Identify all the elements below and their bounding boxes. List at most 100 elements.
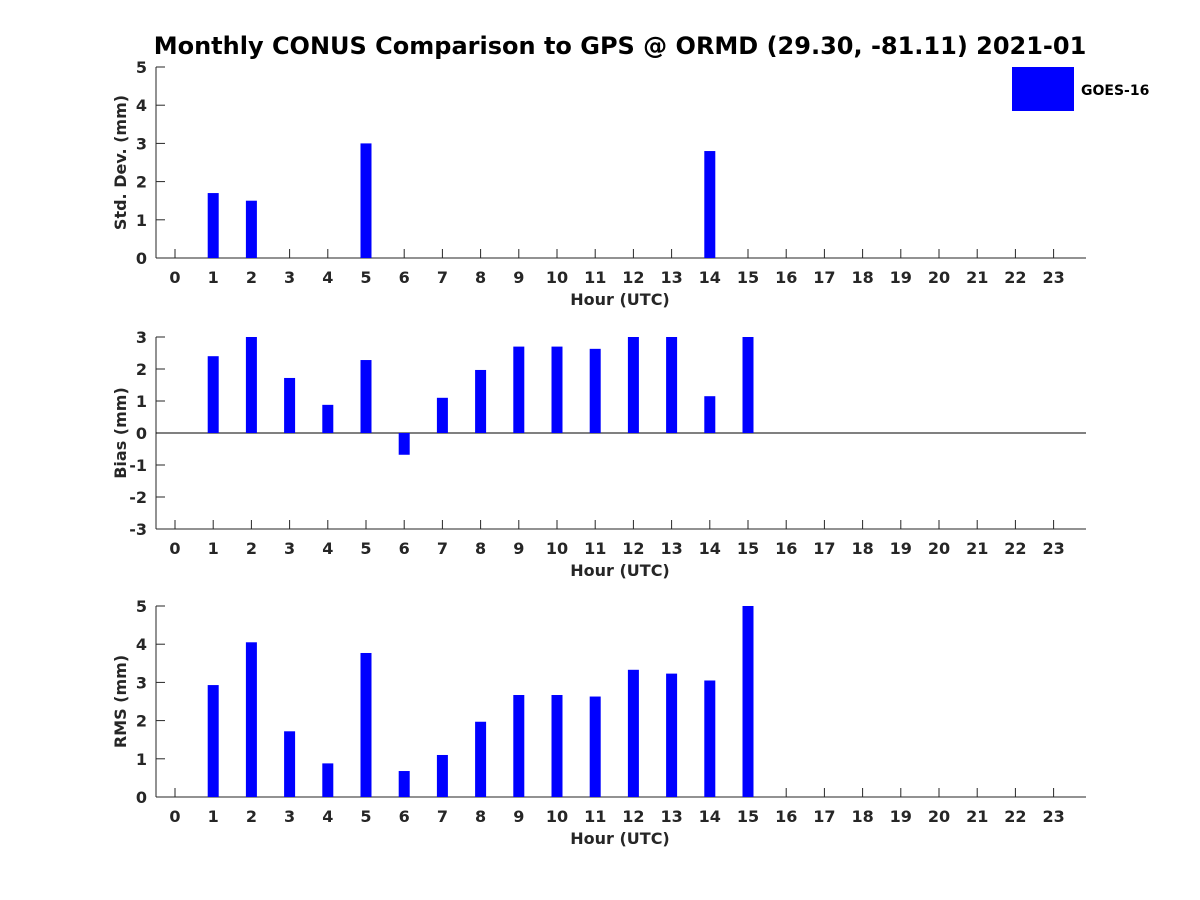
y-tick-label: -3 <box>129 520 147 539</box>
x-tick-label: 22 <box>1004 268 1026 287</box>
y-axis-label: Std. Dev. (mm) <box>111 95 130 230</box>
x-tick-label: 10 <box>546 807 568 826</box>
x-tick-label: 14 <box>699 539 721 558</box>
x-tick-label: 5 <box>360 268 371 287</box>
x-tick-label: 4 <box>322 268 333 287</box>
bar-rms-hour-8 <box>475 721 487 797</box>
x-tick-label: 18 <box>851 539 873 558</box>
y-tick-label: 3 <box>136 673 147 692</box>
bar-stddev-hour-2 <box>245 200 257 258</box>
x-tick-label: 12 <box>622 268 644 287</box>
y-tick-label: 3 <box>136 328 147 347</box>
x-tick-label: 23 <box>1042 268 1064 287</box>
legend-label: GOES-16 <box>1081 83 1149 99</box>
bar-rms-hour-4 <box>322 763 334 797</box>
legend: GOES-16 <box>1012 67 1149 111</box>
bar-stddev-hour-1 <box>207 193 219 258</box>
x-tick-label: 4 <box>322 807 333 826</box>
x-tick-label: 10 <box>546 539 568 558</box>
x-tick-label: 19 <box>890 539 912 558</box>
x-tick-label: 9 <box>513 268 524 287</box>
x-tick-label: 0 <box>169 807 180 826</box>
x-tick-label: 20 <box>928 539 950 558</box>
x-tick-label: 17 <box>813 807 835 826</box>
x-tick-label: 23 <box>1042 807 1064 826</box>
y-tick-label: 2 <box>136 173 147 192</box>
bar-rms-hour-2 <box>245 642 257 797</box>
bar-rms-hour-5 <box>360 652 372 797</box>
y-tick-label: 0 <box>136 424 147 443</box>
x-tick-label: 7 <box>437 807 448 826</box>
bar-bias-hour-9 <box>513 346 525 433</box>
bar-bias-hour-1 <box>207 356 219 433</box>
x-tick-label: 16 <box>775 268 797 287</box>
x-tick-label: 21 <box>966 268 988 287</box>
x-tick-label: 21 <box>966 807 988 826</box>
y-tick-label: -1 <box>129 456 147 475</box>
bar-bias-hour-15 <box>742 337 754 433</box>
bar-bias-hour-13 <box>666 337 678 433</box>
x-tick-label: 0 <box>169 539 180 558</box>
legend-swatch <box>1012 67 1074 111</box>
bar-stddev-hour-14 <box>704 151 716 258</box>
x-tick-label: 1 <box>208 268 219 287</box>
bar-rms-hour-3 <box>284 731 296 797</box>
bar-bias-hour-7 <box>436 397 448 433</box>
x-tick-label: 7 <box>437 268 448 287</box>
x-tick-label: 15 <box>737 539 759 558</box>
bar-bias-hour-12 <box>627 337 639 433</box>
y-tick-label: 4 <box>136 635 147 654</box>
y-tick-label: 1 <box>136 750 147 769</box>
y-tick-label: 2 <box>136 712 147 731</box>
x-tick-label: 11 <box>584 539 606 558</box>
x-tick-label: 14 <box>699 268 721 287</box>
bar-rms-hour-7 <box>436 754 448 797</box>
x-tick-label: 2 <box>246 807 257 826</box>
x-tick-label: 13 <box>660 268 682 287</box>
x-tick-label: 1 <box>208 539 219 558</box>
x-tick-label: 17 <box>813 539 835 558</box>
x-tick-label: 3 <box>284 268 295 287</box>
x-tick-label: 9 <box>513 539 524 558</box>
y-tick-label: 0 <box>136 249 147 268</box>
y-tick-label: 3 <box>136 134 147 153</box>
x-tick-label: 16 <box>775 807 797 826</box>
x-tick-label: 10 <box>546 268 568 287</box>
bar-bias-hour-10 <box>551 346 563 433</box>
x-tick-label: 7 <box>437 539 448 558</box>
x-tick-label: 4 <box>322 539 333 558</box>
x-tick-label: 5 <box>360 807 371 826</box>
x-tick-label: 2 <box>246 539 257 558</box>
x-tick-label: 22 <box>1004 539 1026 558</box>
x-tick-label: 20 <box>928 268 950 287</box>
bar-rms-hour-13 <box>666 673 678 797</box>
bar-bias-hour-3 <box>284 377 296 433</box>
x-tick-label: 6 <box>399 807 410 826</box>
x-tick-label: 22 <box>1004 807 1026 826</box>
x-tick-label: 18 <box>851 268 873 287</box>
x-tick-label: 8 <box>475 268 486 287</box>
x-tick-label: 2 <box>246 268 257 287</box>
x-tick-label: 6 <box>399 539 410 558</box>
bar-rms-hour-14 <box>704 680 716 797</box>
bar-rms-hour-9 <box>513 695 525 797</box>
y-axis-label: Bias (mm) <box>111 387 130 479</box>
x-tick-label: 20 <box>928 807 950 826</box>
x-tick-label: 19 <box>890 268 912 287</box>
bar-rms-hour-10 <box>551 695 563 797</box>
y-tick-label: 4 <box>136 96 147 115</box>
x-tick-label: 6 <box>399 268 410 287</box>
bar-bias-hour-8 <box>475 369 487 433</box>
x-tick-label: 19 <box>890 807 912 826</box>
x-tick-label: 3 <box>284 807 295 826</box>
x-axis-label: Hour (UTC) <box>570 290 670 309</box>
x-tick-label: 15 <box>737 807 759 826</box>
x-tick-label: 9 <box>513 807 524 826</box>
bar-rms-hour-15 <box>742 606 754 797</box>
y-tick-label: 5 <box>136 58 147 77</box>
y-tick-label: 5 <box>136 597 147 616</box>
x-tick-label: 0 <box>169 268 180 287</box>
